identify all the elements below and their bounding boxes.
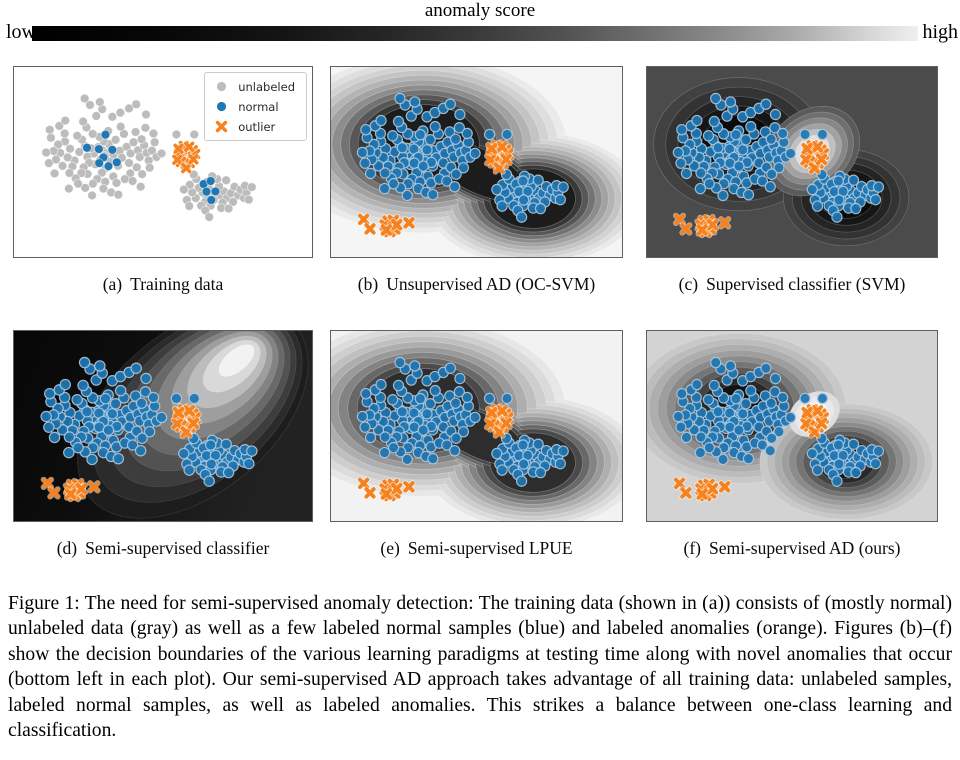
legend: unlabeled normal outlier: [204, 72, 307, 141]
figure-caption: Figure 1: The need for semi-supervised a…: [8, 593, 952, 742]
subcaption-a: (a) Training data: [13, 274, 313, 295]
test-normal-points: [356, 356, 569, 487]
anomaly-points: [672, 139, 830, 239]
subcaption-e: (e) Semi-supervised LPUE: [330, 538, 623, 559]
legend-label-outlier: outlier: [238, 119, 276, 134]
colorbar-low-label: low: [6, 21, 36, 43]
subcaption-b-title: Unsupervised AD (OC-SVM): [386, 274, 596, 294]
subcaption-f: (f) Semi-supervised AD (ours): [646, 538, 938, 559]
legend-label-normal: normal: [238, 99, 279, 114]
panel-e-plot: [331, 331, 622, 521]
outlier-x-marker-icon: [216, 120, 228, 133]
subcaption-d-title: Semi-supervised classifier: [85, 538, 270, 558]
subcaption-d-label: (d): [56, 538, 78, 558]
subcaption-d: (d) Semi-supervised classifier: [13, 538, 313, 559]
panel-d-plot: [14, 331, 312, 521]
panel-training-data: unlabeled normal outlier: [13, 66, 313, 258]
panel-b-plot: [331, 67, 622, 257]
subcaption-e-title: Semi-supervised LPUE: [407, 538, 573, 558]
outlier-points: [171, 139, 202, 175]
normal-dot-icon: [217, 101, 227, 112]
panel-c-plot: [647, 67, 937, 257]
panel-semi-supervised-ad: [646, 330, 938, 522]
anomaly-points: [40, 403, 202, 503]
subcaption-a-title: Training data: [130, 274, 224, 294]
legend-label-unlabeled: unlabeled: [238, 79, 295, 94]
subcaption-b-label: (b): [357, 274, 379, 294]
panel-semi-supervised-lpue: [330, 330, 623, 522]
legend-item-unlabeled: unlabeled: [214, 79, 295, 94]
subcaption-f-title: Semi-supervised AD (ours): [708, 538, 901, 558]
subcaption-e-label: (e): [380, 538, 400, 558]
legend-item-normal: normal: [214, 99, 295, 114]
normal-points: [82, 129, 221, 205]
panel-unsupervised-ad: [330, 66, 623, 258]
subcaption-b: (b) Unsupervised AD (OC-SVM): [330, 274, 623, 295]
panel-a-plot: [14, 67, 312, 257]
subcaption-f-label: (f): [683, 538, 701, 558]
subcaption-c-title: Supervised classifier (SVM): [706, 274, 906, 294]
unlabeled-dot-icon: [217, 81, 227, 92]
subcaption-c: (c) Supervised classifier (SVM): [646, 274, 938, 295]
anomaly-score-colorbar: [32, 26, 918, 41]
subcaption-a-label: (a): [102, 274, 123, 294]
anomaly-points: [357, 403, 515, 503]
subcaption-c-label: (c): [678, 274, 699, 294]
panel-supervised-classifier: [646, 66, 938, 258]
test-normal-points: [672, 92, 885, 223]
test-normal-points: [356, 92, 569, 223]
test-normal-points: [40, 356, 258, 487]
panel-semi-supervised-classifier: [13, 330, 313, 522]
legend-item-outlier: outlier: [214, 119, 295, 134]
test-normal-points: [672, 356, 885, 487]
colorbar-title: anomaly score: [424, 0, 536, 21]
colorbar-high-label: high: [922, 21, 958, 43]
anomaly-points: [357, 139, 515, 239]
anomaly-points: [672, 403, 830, 503]
panel-f-plot: [647, 331, 937, 521]
